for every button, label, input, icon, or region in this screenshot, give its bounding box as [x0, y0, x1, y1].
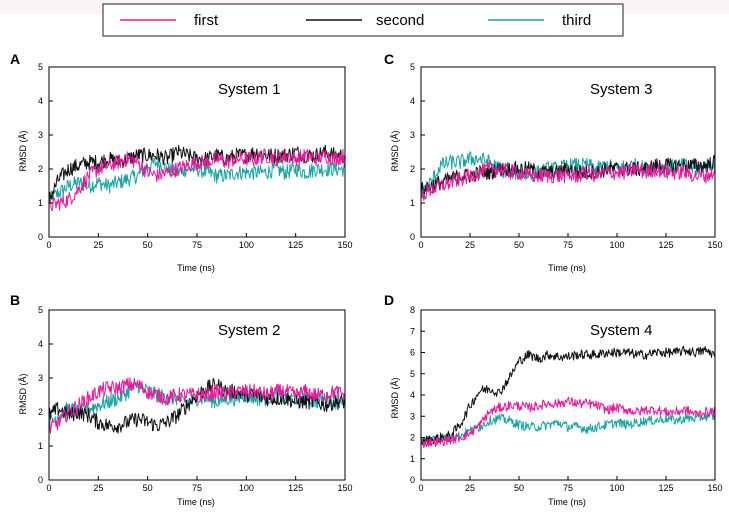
x-tick-label-b-3: 75 [192, 483, 202, 493]
x-tick-label-d-1: 25 [465, 483, 475, 493]
x-tick-label-c-1: 25 [465, 240, 475, 250]
x-tick-label-c-5: 125 [658, 240, 673, 250]
y-tick-label-c-5: 5 [410, 62, 415, 72]
x-tick-label-c-3: 75 [563, 240, 573, 250]
panel-letter-d: D [384, 292, 394, 308]
x-tick-label-c-6: 150 [707, 240, 722, 250]
y-tick-label-d-2: 2 [410, 433, 415, 443]
y-tick-label-b-0: 0 [38, 475, 43, 485]
x-tick-label-b-5: 125 [288, 483, 303, 493]
series-line-first-a [48, 148, 346, 212]
panel-d: D System 4 Time (ns) RMSD (Å) 0 25 50 75 100… [384, 292, 723, 507]
panel-title-d: System 4 [590, 322, 653, 339]
x-tick-label-a-3: 75 [192, 240, 202, 250]
x-axis-label-b: Time (ns) [177, 497, 215, 507]
panel-a: A System 1 Time (ns) RMSD (Å) 0 25 50 75 100… [10, 51, 353, 273]
panel-b: B System 2 Time (ns) RMSD (Å) 0 25 50 75 100… [10, 292, 353, 507]
y-tick-label-b-3: 3 [38, 373, 43, 383]
x-tick-label-d-5: 125 [658, 483, 673, 493]
x-tick-label-d-2: 50 [514, 483, 524, 493]
x-tick-label-d-6: 150 [707, 483, 722, 493]
panel-letter-c: C [384, 51, 394, 67]
y-tick-label-b-2: 2 [38, 407, 43, 417]
y-tick-label-d-7: 7 [410, 326, 415, 336]
y-tick-label-d-1: 1 [410, 454, 415, 464]
y-tick-label-c-2: 2 [410, 164, 415, 174]
x-tick-label-b-4: 100 [239, 483, 254, 493]
panel-letter-b: B [10, 292, 20, 308]
y-tick-label-a-2: 2 [38, 164, 43, 174]
x-tick-label-c-4: 100 [609, 240, 624, 250]
legend: first second third [102, 3, 624, 37]
x-tick-label-a-2: 50 [143, 240, 153, 250]
x-tick-label-c-2: 50 [514, 240, 524, 250]
panel-title-a: System 1 [218, 81, 281, 98]
y-tick-label-b-4: 4 [38, 339, 43, 349]
y-tick-label-b-5: 5 [38, 305, 43, 315]
legend-box [102, 3, 624, 37]
series-line-first-d [420, 396, 716, 449]
y-axis-label-d: RMSD (Å) [390, 378, 400, 419]
y-tick-label-a-4: 4 [38, 96, 43, 106]
plot-frame-c [420, 66, 716, 238]
x-tick-label-d-3: 75 [563, 483, 573, 493]
panel-letter-a: A [10, 51, 20, 67]
y-tick-label-a-3: 3 [38, 130, 43, 140]
x-tick-label-a-1: 25 [93, 240, 103, 250]
y-tick-label-b-1: 1 [38, 441, 43, 451]
x-tick-label-a-5: 125 [288, 240, 303, 250]
series-line-third-b [48, 380, 346, 430]
legend-label-second: second [376, 12, 424, 29]
x-tick-label-b-0: 0 [46, 483, 51, 493]
y-tick-label-c-4: 4 [410, 96, 415, 106]
x-tick-label-b-6: 150 [337, 483, 352, 493]
y-tick-label-c-1: 1 [410, 198, 415, 208]
panel-title-b: System 2 [218, 322, 281, 339]
y-tick-label-a-5: 5 [38, 62, 43, 72]
x-tick-label-a-0: 0 [46, 240, 51, 250]
x-tick-label-b-2: 50 [143, 483, 153, 493]
y-tick-label-c-0: 0 [410, 232, 415, 242]
y-tick-label-d-3: 3 [410, 411, 415, 421]
y-tick-label-d-4: 4 [410, 390, 415, 400]
series-line-second-c [420, 154, 716, 195]
plot-frame-d [420, 309, 716, 481]
x-axis-label-c: Time (ns) [548, 263, 586, 273]
x-axis-label-a: Time (ns) [177, 263, 215, 273]
y-tick-label-a-0: 0 [38, 232, 43, 242]
series-line-first-b [48, 377, 346, 434]
series-line-third-a [48, 156, 346, 203]
y-tick-label-d-6: 6 [410, 348, 415, 358]
y-axis-label-b: RMSD (Å) [18, 374, 28, 415]
series-line-second-d [420, 345, 716, 446]
series-line-third-d [420, 412, 716, 447]
y-tick-label-d-8: 8 [410, 305, 415, 315]
panel-c: C System 3 Time (ns) RMSD (Å) 0 25 50 75 100… [384, 51, 723, 273]
series-line-first-c [420, 161, 716, 201]
legend-label-third: third [562, 12, 591, 29]
x-tick-label-c-0: 0 [418, 240, 423, 250]
legend-label-first: first [194, 12, 219, 29]
x-axis-label-d: Time (ns) [548, 497, 586, 507]
y-tick-label-a-1: 1 [38, 198, 43, 208]
panel-title-c: System 3 [590, 81, 653, 98]
series-line-third-c [420, 151, 716, 199]
x-tick-label-d-4: 100 [609, 483, 624, 493]
series-line-second-a [48, 144, 346, 200]
y-axis-label-a: RMSD (Å) [18, 131, 28, 172]
x-tick-label-b-1: 25 [93, 483, 103, 493]
y-tick-label-d-0: 0 [410, 475, 415, 485]
x-tick-label-d-0: 0 [418, 483, 423, 493]
y-tick-label-c-3: 3 [410, 130, 415, 140]
y-tick-label-d-5: 5 [410, 369, 415, 379]
x-tick-label-a-6: 150 [337, 240, 352, 250]
y-axis-label-c: RMSD (Å) [390, 131, 400, 172]
x-tick-label-a-4: 100 [239, 240, 254, 250]
